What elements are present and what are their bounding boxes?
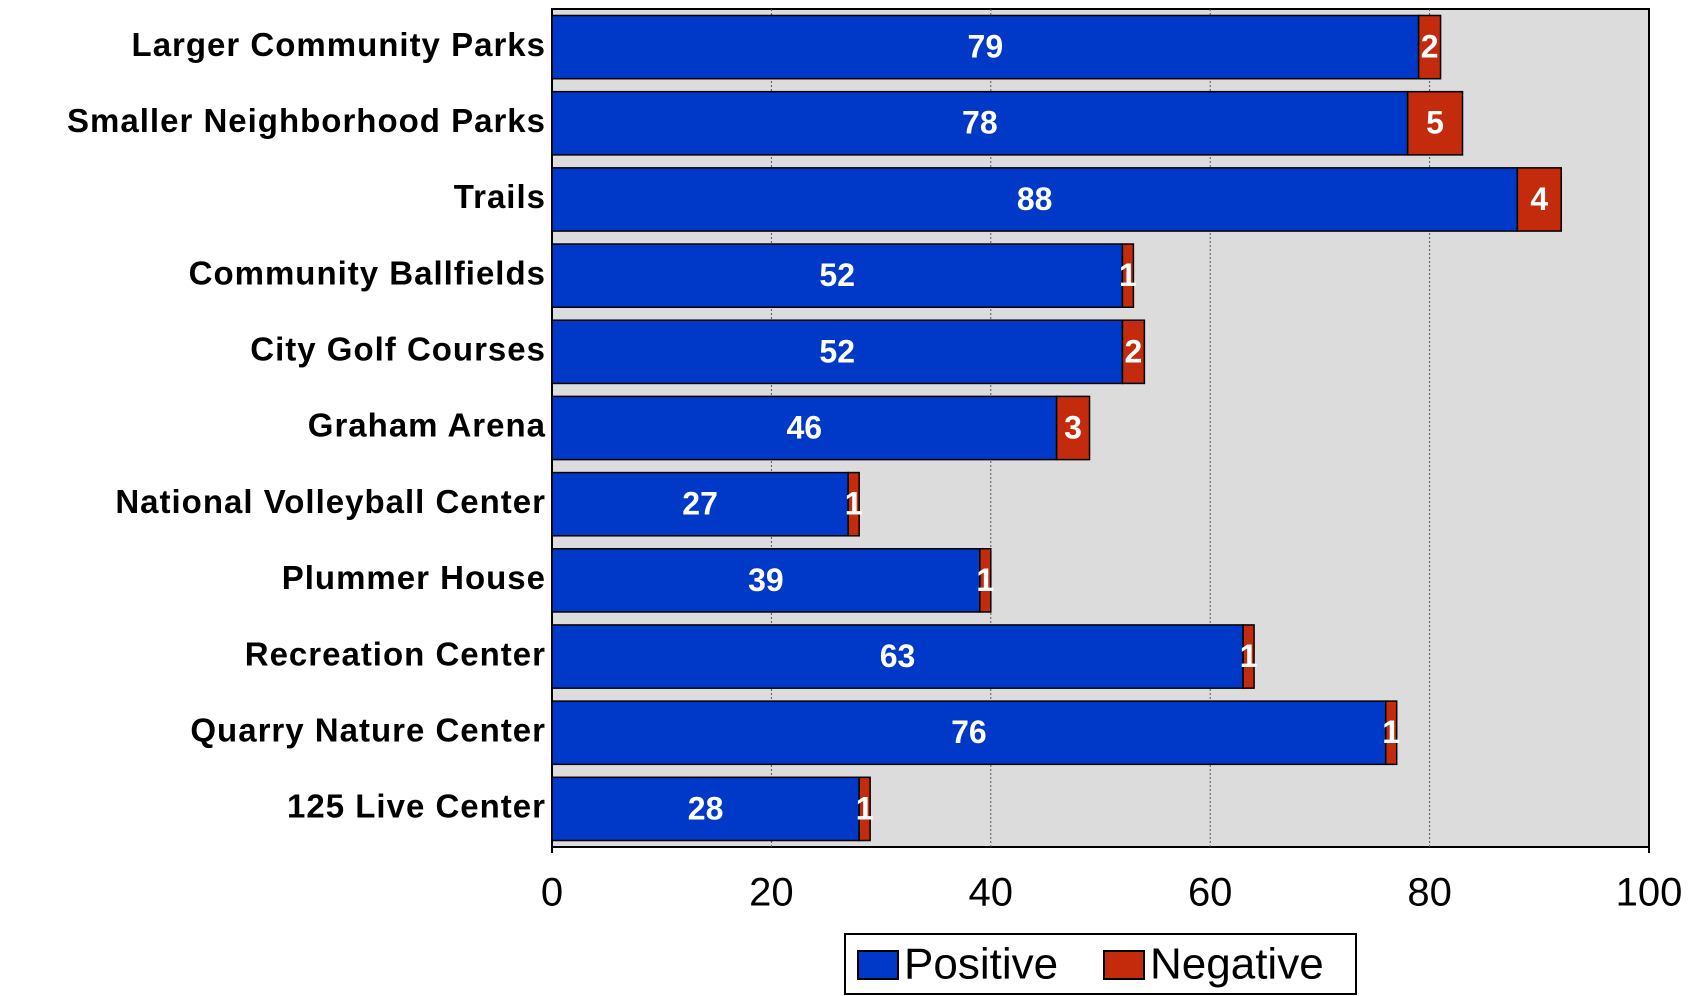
category-label: 125 Live Center bbox=[287, 788, 546, 825]
bar-segment bbox=[1417, 14, 1442, 80]
category-label: Larger Community Parks bbox=[132, 26, 546, 63]
bar-segment bbox=[1121, 243, 1135, 309]
bar-segment bbox=[847, 471, 860, 537]
bar-segment bbox=[551, 395, 1058, 461]
value-label: 2 bbox=[1421, 29, 1439, 65]
category-label: Plummer House bbox=[282, 559, 546, 596]
value-label: 52 bbox=[819, 257, 855, 293]
value-label: 52 bbox=[819, 333, 855, 369]
legend-swatch bbox=[1103, 950, 1145, 980]
value-label: 1 bbox=[1382, 714, 1400, 750]
value-label: 79 bbox=[968, 29, 1004, 65]
value-label: 88 bbox=[1017, 181, 1053, 217]
legend-label: Positive bbox=[904, 940, 1058, 989]
bar-segment bbox=[551, 776, 860, 842]
value-label: 63 bbox=[880, 638, 916, 674]
value-label: 1 bbox=[976, 562, 994, 598]
bar-segment bbox=[1242, 624, 1255, 689]
x-tick-label: 80 bbox=[1407, 871, 1452, 915]
value-label: 5 bbox=[1426, 105, 1444, 141]
bar-segment bbox=[858, 776, 871, 842]
value-label: 3 bbox=[1064, 409, 1082, 445]
bar-segment bbox=[551, 319, 1124, 385]
value-label: 46 bbox=[787, 409, 823, 445]
bar-segment bbox=[551, 167, 1519, 232]
bar-segment bbox=[979, 547, 992, 613]
category-label: National Volleyball Center bbox=[115, 483, 546, 520]
value-label: 28 bbox=[688, 790, 724, 826]
bar-segment bbox=[551, 624, 1244, 689]
value-label: 39 bbox=[748, 562, 784, 598]
x-tick-label: 100 bbox=[1616, 871, 1683, 915]
category-label: Quarry Nature Center bbox=[190, 711, 546, 748]
bar-segment bbox=[551, 243, 1124, 309]
category-label: Community Ballfields bbox=[189, 254, 546, 291]
value-label: 1 bbox=[1119, 257, 1137, 293]
x-tick-label: 60 bbox=[1188, 871, 1233, 915]
category-label: City Golf Courses bbox=[250, 331, 546, 368]
value-label: 2 bbox=[1125, 333, 1143, 369]
legend-box bbox=[844, 933, 1357, 995]
bar-segment bbox=[1384, 700, 1398, 766]
category-label: Smaller Neighborhood Parks bbox=[67, 102, 546, 139]
bar-segment bbox=[551, 547, 981, 613]
bar-segment bbox=[551, 471, 849, 537]
bar-segment bbox=[551, 14, 1420, 80]
category-label: Graham Arena bbox=[308, 407, 546, 444]
legend-swatch bbox=[857, 950, 899, 980]
bar-segment bbox=[551, 90, 1409, 156]
bar-segment bbox=[1406, 90, 1464, 156]
category-label: Trails bbox=[454, 178, 546, 215]
x-tick-label: 0 bbox=[541, 871, 563, 915]
x-tick-label: 40 bbox=[969, 871, 1014, 915]
value-label: 4 bbox=[1530, 181, 1548, 217]
value-label: 78 bbox=[962, 105, 998, 141]
category-label: Recreation Center bbox=[245, 635, 546, 672]
value-label: 1 bbox=[856, 790, 874, 826]
value-label: 27 bbox=[682, 486, 718, 522]
bar-segment bbox=[1121, 319, 1146, 385]
value-label: 1 bbox=[1240, 638, 1258, 674]
legend-label: Negative bbox=[1150, 940, 1324, 989]
x-tick-label: 20 bbox=[749, 871, 794, 915]
bar-segment bbox=[1055, 395, 1091, 461]
bar-segment bbox=[1516, 167, 1562, 232]
value-label: 76 bbox=[951, 714, 987, 750]
value-label: 1 bbox=[845, 486, 863, 522]
